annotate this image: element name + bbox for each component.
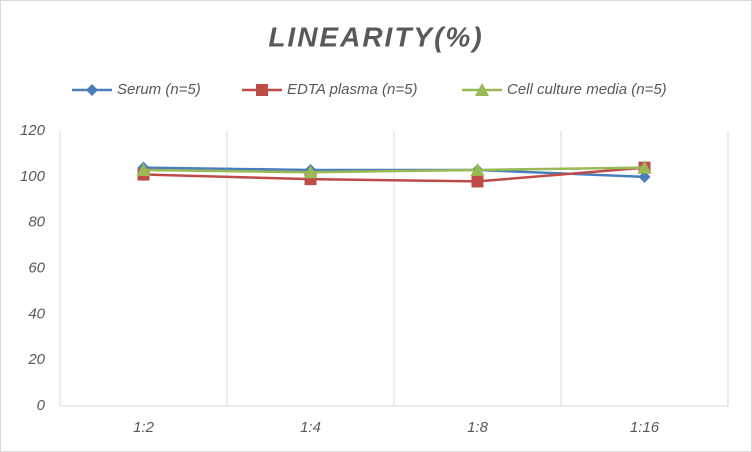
y-tick-label: 0 <box>37 397 46 414</box>
legend-label: Serum (n=5) <box>117 81 201 98</box>
y-tick-label: 20 <box>27 351 45 368</box>
y-tick-label: 80 <box>28 214 45 231</box>
marker <box>470 162 485 176</box>
x-tick-label: 1:4 <box>300 419 321 436</box>
marker <box>637 160 652 174</box>
marker <box>471 175 484 188</box>
marker <box>638 170 651 183</box>
series-line <box>143 166 645 174</box>
marker <box>136 162 151 176</box>
series-line <box>143 166 645 183</box>
marker <box>303 165 318 179</box>
marker <box>256 84 268 96</box>
marker <box>475 83 489 96</box>
legend-label: EDTA plasma (n=5) <box>287 81 417 98</box>
y-tick-label: 40 <box>28 305 45 322</box>
legend-label: Cell culture media (n=5) <box>507 81 667 98</box>
y-tick-label: 60 <box>28 259 45 276</box>
x-tick-label: 1:2 <box>133 419 155 436</box>
chart-title: LINEARITY(%) <box>268 21 483 52</box>
x-tick-label: 1:8 <box>467 419 489 436</box>
y-tick-label: 100 <box>20 168 46 185</box>
x-tick-label: 1:16 <box>630 419 660 436</box>
y-tick-label: 120 <box>20 122 46 139</box>
marker <box>86 84 98 96</box>
